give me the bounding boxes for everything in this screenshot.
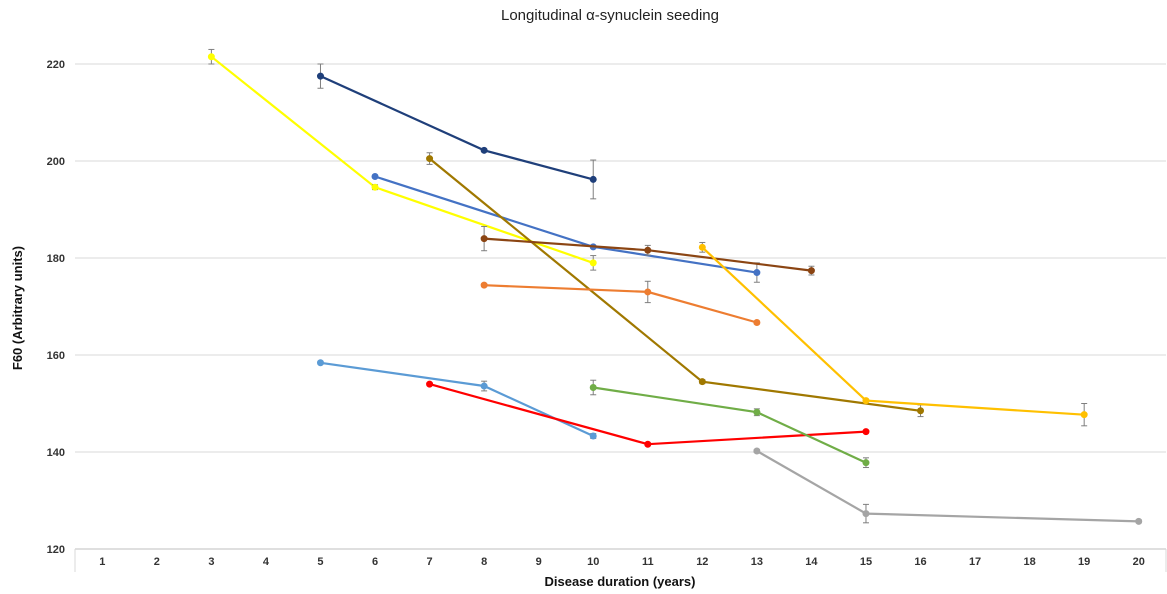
data-point	[589, 383, 597, 391]
data-point	[589, 432, 597, 440]
data-point	[753, 447, 761, 455]
series-10	[589, 379, 870, 469]
series-line	[428, 157, 921, 412]
data-point	[807, 267, 815, 275]
y-tick-label: 140	[47, 447, 65, 459]
x-tick-label: 10	[587, 556, 599, 568]
y-tick-label: 180	[47, 253, 65, 265]
series-9	[426, 380, 870, 448]
series-5	[480, 225, 815, 276]
data-point	[644, 246, 652, 254]
series-4	[426, 152, 925, 418]
x-tick-label: 19	[1078, 556, 1090, 568]
data-point	[644, 288, 652, 296]
data-point	[426, 380, 434, 388]
x-tick-label: 1	[99, 556, 105, 568]
y-tick-label: 200	[47, 156, 65, 168]
data-point	[480, 281, 488, 289]
data-point	[753, 408, 761, 416]
series-1	[316, 63, 597, 200]
x-tick-label: 5	[317, 556, 323, 568]
x-tick-label: 13	[751, 556, 763, 568]
data-point	[480, 235, 488, 243]
y-tick-label: 120	[47, 544, 65, 556]
data-point	[480, 382, 488, 390]
data-point	[644, 440, 652, 448]
series-line	[210, 55, 594, 264]
x-tick-label: 4	[263, 556, 270, 568]
x-tick-label: 11	[642, 556, 654, 568]
series-group	[207, 48, 1143, 525]
data-point	[316, 359, 324, 367]
series-2	[207, 48, 597, 271]
chart-title: Longitudinal α-synuclein seeding	[501, 7, 719, 24]
y-axis: 120 140 160 180 200 220	[47, 59, 65, 556]
series-line	[756, 450, 1139, 523]
data-point	[207, 53, 215, 61]
series-6	[480, 280, 761, 327]
x-tick-label: 3	[208, 556, 214, 568]
series-line	[429, 383, 867, 446]
series-line	[484, 284, 758, 324]
data-point	[862, 397, 870, 405]
x-tick-label: 17	[969, 556, 981, 568]
series-8	[316, 359, 597, 440]
series-7	[698, 241, 1088, 427]
series-3	[371, 173, 761, 283]
data-point	[862, 510, 870, 518]
data-point	[480, 146, 488, 154]
data-point	[698, 243, 706, 251]
data-point	[753, 319, 761, 327]
series-line	[320, 361, 594, 437]
y-tick-label: 160	[47, 350, 65, 362]
x-tick-label: 2	[154, 556, 160, 568]
y-tick-label: 220	[47, 59, 65, 71]
x-tick-label: 20	[1133, 556, 1145, 568]
series-11	[753, 447, 1143, 525]
data-point	[698, 378, 706, 386]
gridlines	[75, 63, 1166, 550]
x-tick-label: 15	[860, 556, 872, 568]
data-point	[316, 72, 324, 80]
x-tick-label: 8	[481, 556, 487, 568]
data-point	[753, 269, 761, 277]
y-axis-label: F60 (Arbitrary units)	[10, 246, 25, 370]
data-point	[371, 183, 379, 191]
data-point	[1080, 411, 1088, 419]
x-tick-label: 18	[1024, 556, 1036, 568]
data-point	[862, 428, 870, 436]
x-tick-label: 12	[696, 556, 708, 568]
data-point	[917, 407, 925, 415]
data-point	[589, 259, 597, 267]
x-tick-label: 14	[805, 556, 818, 568]
x-tick-label: 6	[372, 556, 378, 568]
x-axis-label: Disease duration (years)	[544, 574, 695, 589]
data-point	[589, 175, 597, 183]
x-tick-label: 16	[914, 556, 926, 568]
data-point	[371, 173, 379, 181]
data-point	[1135, 517, 1143, 525]
data-point	[862, 459, 870, 467]
x-tick-label: 9	[536, 556, 542, 568]
series-line	[320, 75, 594, 181]
x-axis: 1 2 3 4 5 6 7 8 9 10 11 12 13 14 15 16 17 18 19 20	[74, 548, 1167, 572]
data-point	[426, 155, 434, 163]
x-tick-label: 7	[427, 556, 433, 568]
